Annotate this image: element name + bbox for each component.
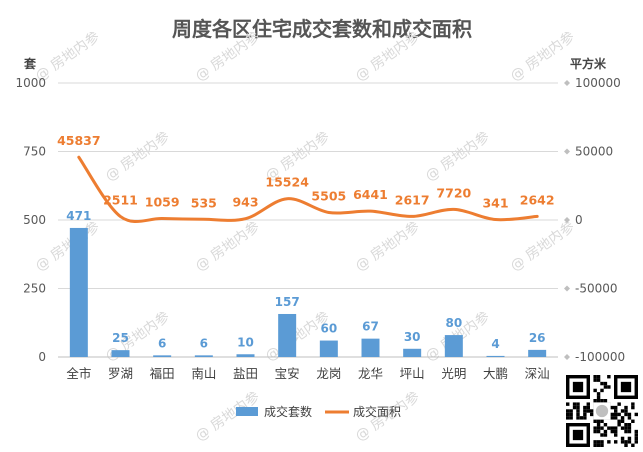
right-axis-unit: 平方米 bbox=[570, 56, 607, 71]
category-label: 大鹏 bbox=[483, 366, 508, 381]
right-tick-label: 50000 bbox=[575, 145, 613, 159]
left-tick-label: 1000 bbox=[15, 76, 46, 90]
legend: 成交套数 成交面积 bbox=[236, 404, 401, 419]
line-data-label: 943 bbox=[232, 195, 258, 210]
watermark-text: @ 房地内参 bbox=[352, 218, 423, 275]
bar bbox=[153, 355, 172, 357]
category-label: 全市 bbox=[66, 366, 91, 381]
bar-data-label: 30 bbox=[404, 330, 421, 344]
qr-code-icon bbox=[566, 375, 638, 447]
line-data-label: 2511 bbox=[103, 193, 138, 208]
bar bbox=[444, 335, 463, 357]
bar bbox=[236, 354, 255, 357]
right-tick-marker bbox=[564, 354, 570, 360]
category-label: 坪山 bbox=[400, 366, 425, 381]
category-label: 宝安 bbox=[275, 366, 300, 381]
category-label: 龙华 bbox=[358, 366, 383, 381]
line-data-label: 535 bbox=[191, 195, 217, 210]
bar-data-label: 80 bbox=[445, 316, 462, 330]
left-axis-ticks: 0 250 500 750 1000 bbox=[15, 76, 46, 364]
category-label: 龙岗 bbox=[316, 366, 341, 381]
chart-title: 周度各区住宅成交套数和成交面积 bbox=[172, 17, 472, 41]
bar-data-label: 67 bbox=[362, 320, 379, 334]
line-data-label: 15524 bbox=[265, 175, 309, 190]
bar bbox=[111, 350, 130, 357]
line-data-label: 5505 bbox=[311, 188, 346, 203]
category-label: 盐田 bbox=[233, 366, 258, 381]
left-tick-label: 250 bbox=[23, 282, 46, 296]
left-tick-label: 750 bbox=[23, 145, 46, 159]
gridlines bbox=[58, 82, 558, 358]
bar bbox=[194, 355, 213, 357]
line-data-label: 2617 bbox=[395, 192, 430, 207]
watermark-text: @ 房地内参 bbox=[192, 388, 263, 445]
bar bbox=[486, 355, 505, 357]
bar bbox=[319, 340, 338, 357]
line-data-label: 45837 bbox=[57, 133, 101, 148]
right-axis-ticks: -100000 -50000 0 50000 100000 bbox=[564, 76, 625, 364]
watermark-text: @ 房地内参 bbox=[507, 218, 578, 275]
watermark-text: @ 房地内参 bbox=[192, 218, 263, 275]
left-tick-label: 500 bbox=[23, 213, 46, 227]
line-data-label: 6441 bbox=[353, 187, 388, 202]
bar-data-label: 4 bbox=[491, 337, 499, 351]
left-axis-unit: 套 bbox=[23, 56, 37, 71]
line-data-label: 7720 bbox=[436, 185, 471, 200]
right-tick-marker bbox=[564, 217, 570, 223]
bar-data-label: 157 bbox=[275, 295, 300, 309]
right-tick-label: -50000 bbox=[575, 282, 618, 296]
legend-swatch-bars bbox=[236, 407, 258, 416]
category-label: 南山 bbox=[191, 366, 216, 381]
watermarks: @ 房地内参 @ 房地内参 @ 房地内参 @ 房地内参@ 房地内参 @ 房地内参 @ 房地… bbox=[32, 28, 578, 445]
category-label: 福田 bbox=[150, 366, 175, 381]
legend-label-bars: 成交套数 bbox=[264, 404, 312, 419]
bar bbox=[278, 313, 297, 357]
line-data-label: 341 bbox=[482, 196, 508, 211]
bar-data-label: 25 bbox=[112, 331, 129, 345]
left-tick-label: 0 bbox=[38, 350, 46, 364]
watermark-text: @ 房地内参 bbox=[507, 28, 578, 85]
area-line bbox=[77, 155, 539, 224]
watermark-text: @ 房地内参 bbox=[422, 128, 493, 185]
right-tick-marker bbox=[564, 80, 570, 86]
bar-data-label: 26 bbox=[529, 331, 546, 345]
category-label: 罗湖 bbox=[108, 366, 133, 381]
bar-data-labels: 471 25 6 6 10 157 60 67 30 80 4 26 bbox=[66, 209, 545, 351]
bar-data-label: 60 bbox=[320, 322, 337, 336]
line-data-label: 1059 bbox=[145, 195, 180, 210]
category-label: 光明 bbox=[441, 366, 466, 381]
watermark-text: @ 房地内参 bbox=[102, 128, 173, 185]
bar-data-label: 6 bbox=[158, 336, 166, 350]
category-labels: 全市 罗湖 福田 南山 盐田 宝安 龙岗 龙华 坪山 光明 大鹏 深汕 bbox=[66, 366, 549, 381]
bar-series bbox=[69, 227, 547, 357]
right-tick-label: 0 bbox=[575, 213, 583, 227]
line-series bbox=[77, 155, 539, 224]
right-tick-marker bbox=[564, 148, 570, 155]
bar bbox=[361, 338, 380, 357]
bar-data-label: 471 bbox=[66, 209, 91, 223]
right-tick-marker bbox=[564, 285, 570, 292]
line-data-label: 2642 bbox=[520, 192, 555, 207]
bar-data-label: 10 bbox=[237, 335, 254, 349]
bar bbox=[403, 348, 422, 357]
bar-data-label: 6 bbox=[200, 336, 208, 350]
bar bbox=[528, 349, 547, 357]
right-tick-label: -100000 bbox=[575, 350, 625, 364]
bar bbox=[69, 227, 88, 357]
legend-label-line: 成交面积 bbox=[353, 404, 401, 419]
category-label: 深汕 bbox=[525, 366, 550, 381]
right-tick-label: 100000 bbox=[575, 76, 621, 90]
